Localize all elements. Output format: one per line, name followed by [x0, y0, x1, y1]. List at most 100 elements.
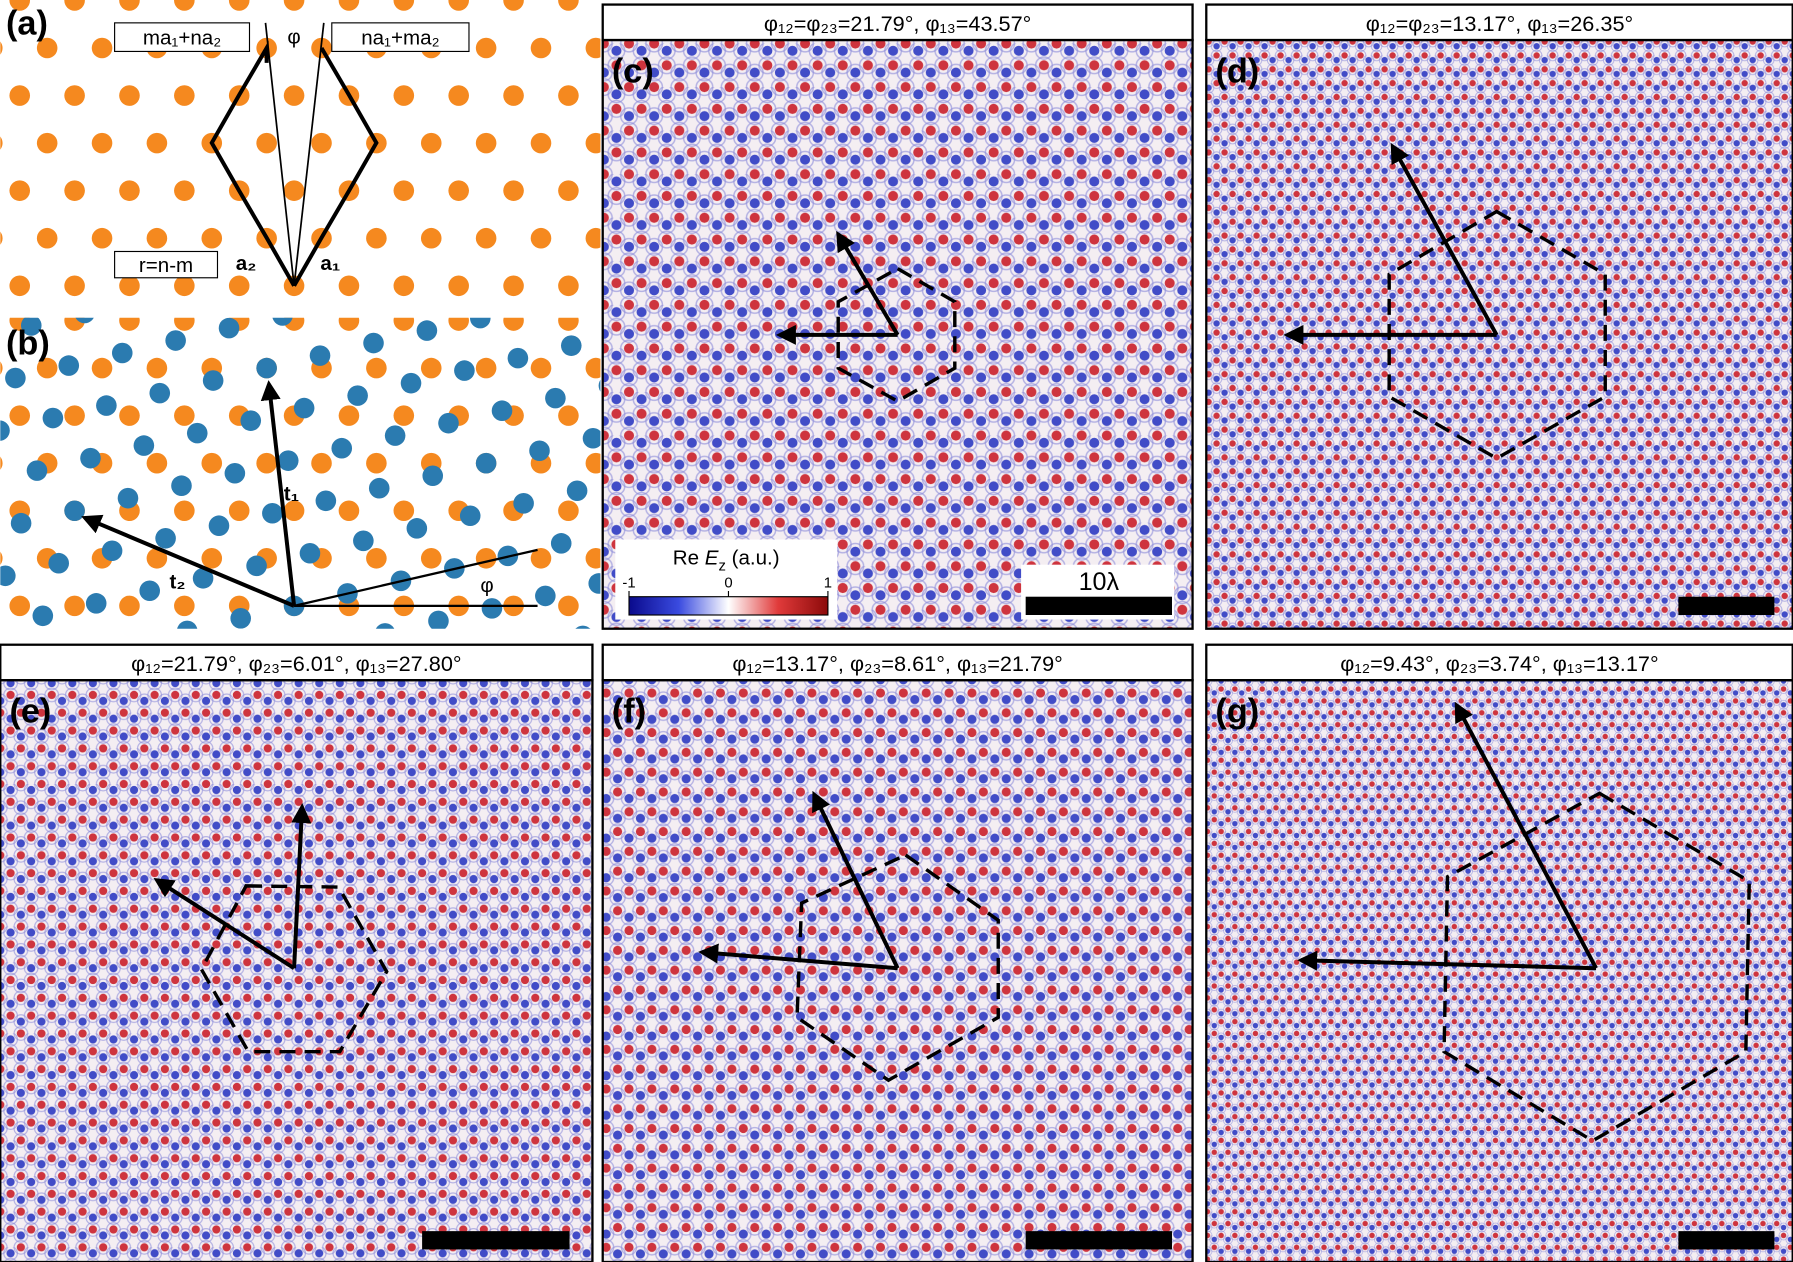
label-part: (a.u.) — [726, 547, 780, 570]
lattice-site — [64, 120, 85, 141]
lattice-site — [293, 397, 315, 419]
lattice-site — [420, 132, 442, 154]
lattice-site — [531, 513, 552, 534]
lattice-site — [119, 371, 140, 392]
lattice-site — [277, 450, 299, 471]
field-panel: φ₁₂=21.79°, φ₂₃=6.01°, φ₁₃=27.80° (e) — [0, 643, 594, 1262]
lattice-site — [535, 585, 556, 607]
lattice-site — [201, 452, 223, 474]
lattice-site — [155, 528, 176, 549]
lattice-site — [585, 132, 601, 154]
lattice-site — [64, 215, 85, 236]
lattice-site — [224, 462, 246, 484]
lattice-site — [5, 367, 26, 389]
lattice-site — [503, 215, 524, 236]
lattice-site — [394, 215, 415, 236]
lattice-site — [448, 215, 469, 236]
lattice-site — [256, 452, 277, 474]
lattice-site — [272, 317, 293, 326]
lattice-site — [406, 518, 428, 539]
lattice-site — [201, 227, 223, 249]
lattice-site — [375, 623, 395, 629]
lattice-site — [282, 108, 303, 129]
lattice-site — [240, 410, 262, 431]
lattice-site — [9, 120, 30, 141]
lattice-site — [36, 227, 58, 249]
lattice-site — [174, 85, 195, 106]
lattice-site — [448, 215, 469, 236]
lattice-site — [534, 98, 555, 119]
lattice-site — [96, 395, 117, 416]
lattice-site — [393, 85, 415, 106]
lattice-vector — [1454, 701, 1598, 970]
lattice-site — [9, 0, 31, 11]
lattice-site — [338, 500, 360, 522]
lattice-site — [384, 425, 406, 446]
lattice-site — [36, 132, 58, 154]
lattice-site — [9, 180, 31, 201]
colorbar-tick-label: -1 — [622, 576, 635, 592]
guide-line — [293, 22, 325, 286]
lattice-diagram — [0, 0, 601, 629]
lattice-site — [338, 0, 360, 11]
title-box — [0, 643, 594, 682]
lattice-site — [421, 168, 442, 189]
lattice-site — [420, 357, 442, 379]
lattice-site — [503, 85, 524, 106]
lattice-vector — [153, 878, 296, 970]
annotation: t₁ — [284, 483, 299, 506]
lattice-site — [9, 275, 31, 297]
lattice-vector — [698, 943, 898, 971]
lattice-site — [558, 120, 579, 141]
lattice-site — [119, 120, 140, 141]
lattice-site — [339, 561, 360, 582]
lattice-site — [558, 595, 579, 617]
lattice-site — [311, 452, 332, 474]
lattice-site — [529, 440, 550, 462]
title-box — [601, 3, 1194, 42]
lattice-site — [283, 180, 305, 201]
lattice-site — [566, 480, 588, 502]
lattice-site — [174, 317, 195, 331]
lattice-site — [119, 561, 140, 582]
lattice-site — [122, 145, 143, 166]
lattice-site — [64, 500, 85, 522]
lattice-site — [119, 317, 140, 331]
panel-label: (c) — [612, 52, 654, 90]
lattice-site — [339, 466, 360, 487]
lattice-site — [394, 120, 415, 141]
lattice-site — [0, 608, 3, 629]
lattice-site — [298, 55, 319, 76]
lattice-site — [503, 120, 524, 141]
lattice-site — [393, 275, 415, 297]
lattice-site — [92, 263, 113, 284]
label-part: Re — [673, 547, 705, 570]
lattice-site — [64, 180, 85, 201]
vector-path — [209, 40, 296, 287]
lattice-site — [475, 132, 497, 154]
lattice-site — [598, 379, 601, 392]
lattice-site — [174, 371, 195, 392]
colorbar-tick-label: 0 — [724, 576, 732, 592]
lattice-site — [42, 407, 64, 429]
lattice-site — [0, 136, 3, 150]
lattice-site — [138, 92, 159, 113]
lattice-site — [266, 160, 287, 181]
lattice-site — [119, 0, 140, 11]
lattice-site — [558, 561, 579, 582]
label-part: z — [718, 558, 725, 574]
unit-cell — [1442, 791, 1751, 1143]
lattice-site — [147, 323, 168, 344]
lattice-site — [513, 493, 534, 514]
lattice-site — [395, 228, 416, 249]
lattice-site — [0, 420, 10, 441]
lattice-site — [80, 447, 101, 469]
lattice-site — [0, 72, 3, 93]
lattice-site — [366, 513, 387, 534]
lattice-site — [9, 215, 30, 236]
scale-bar — [1025, 1231, 1172, 1250]
lattice-site — [448, 275, 469, 297]
lattice-site — [171, 475, 192, 496]
field-panel: φ₁₂=9.43°, φ₂₃=3.74°, φ₁₃=13.17° (g) — [1205, 643, 1793, 1262]
